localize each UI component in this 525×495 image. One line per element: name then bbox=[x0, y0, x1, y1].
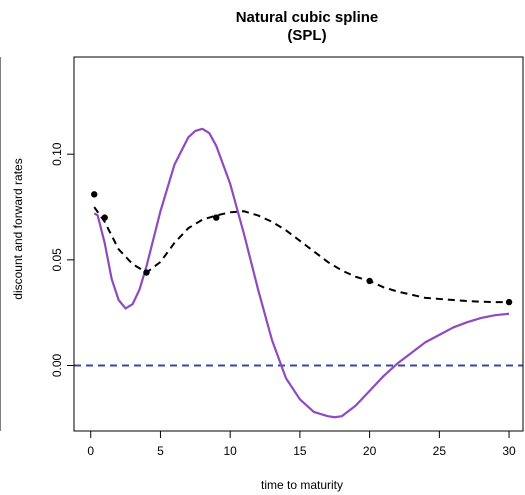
data-point bbox=[366, 277, 373, 285]
x-tick-label: 15 bbox=[293, 444, 307, 458]
chart-title: Natural cubic spline bbox=[236, 9, 379, 26]
data-point bbox=[101, 214, 108, 221]
x-axis: 0 5 10 15 20 25 30 bbox=[87, 431, 516, 458]
series-line-1 bbox=[93, 206, 510, 304]
y-axis-label: discount and forward rates bbox=[11, 158, 25, 299]
data-point bbox=[143, 269, 150, 276]
y-tick-label: 0.10 bbox=[50, 142, 64, 166]
y-tick-label: 0.00 bbox=[50, 353, 64, 377]
plot-area bbox=[74, 127, 523, 419]
plot-frame bbox=[73, 56, 524, 432]
chart-subtitle: (SPL) bbox=[287, 27, 326, 44]
data-point bbox=[91, 191, 98, 198]
series-line-2 bbox=[93, 127, 510, 419]
x-tick-label: 5 bbox=[157, 444, 164, 458]
y-tick-label: 0.05 bbox=[50, 248, 64, 272]
x-tick-label: 25 bbox=[433, 444, 447, 458]
x-tick-label: 30 bbox=[502, 444, 516, 458]
x-tick-label: 0 bbox=[87, 444, 94, 458]
x-tick-label: 20 bbox=[363, 444, 377, 458]
x-tick-label: 10 bbox=[223, 444, 237, 458]
data-point bbox=[505, 298, 513, 306]
x-axis-label: time to maturity bbox=[261, 478, 343, 492]
y-axis: 0.00 0.05 0.10 bbox=[50, 142, 74, 377]
data-point bbox=[213, 214, 220, 221]
